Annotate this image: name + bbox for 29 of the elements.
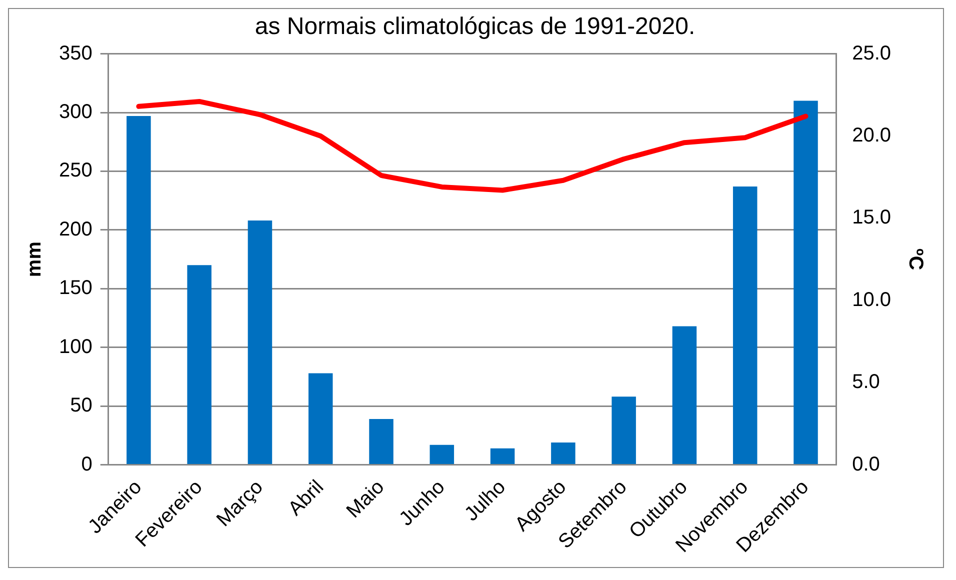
bar [187, 265, 212, 464]
bar [672, 326, 697, 464]
y2-tick-label: 20.0 [852, 124, 892, 147]
y-tick-label: 100 [58, 336, 92, 358]
y-tick-label: 200 [58, 218, 92, 240]
chart-title: as Normais climatológicas de 1991-2020. [254, 13, 696, 40]
bar [369, 419, 394, 464]
bar [308, 373, 333, 464]
y-tick-label: 300 [58, 101, 92, 124]
bar [490, 448, 515, 464]
y-axis-title: mm [24, 242, 46, 278]
bar [126, 116, 151, 464]
y2-tick-label: 15.0 [852, 206, 892, 229]
y-tick-label: 350 [58, 42, 92, 64]
bar [430, 444, 454, 464]
bar [794, 100, 818, 464]
y-tick-label: 250 [58, 160, 92, 182]
bar [732, 186, 758, 464]
y-tick-label: 150 [58, 277, 92, 300]
bar [612, 396, 636, 464]
y2-tick-label: 5.0 [852, 371, 880, 394]
y2-tick-label: 0.0 [852, 453, 880, 476]
bar [551, 442, 576, 464]
y2-tick-label: 10.0 [852, 288, 892, 311]
y2-axis-title: ºC [904, 248, 926, 270]
y-tick-label: 50 [70, 394, 92, 417]
y-tick-label: 0 [81, 453, 92, 476]
bar [248, 220, 272, 464]
y2-tick-label: 25.0 [852, 42, 892, 64]
